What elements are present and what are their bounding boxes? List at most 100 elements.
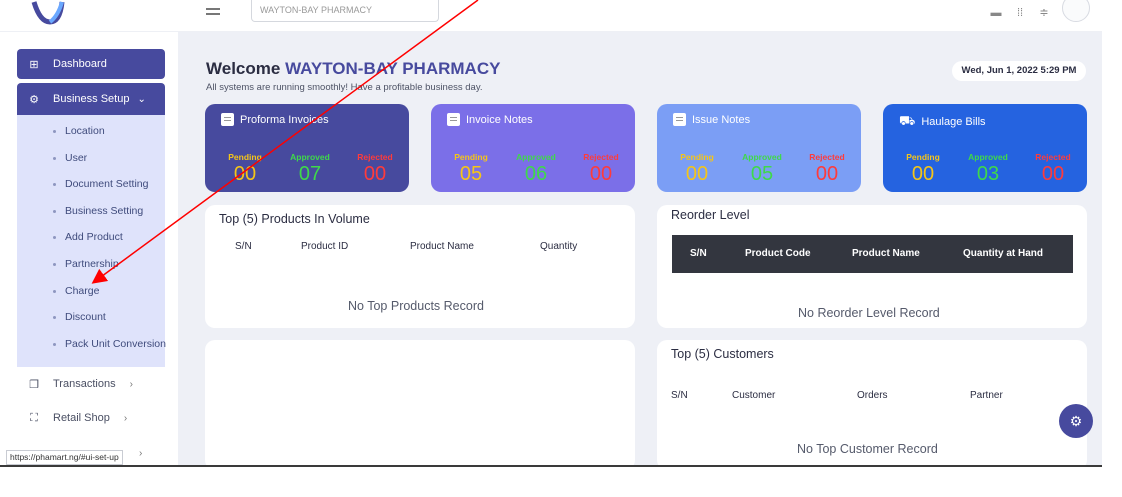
card-title-text: Proforma Invoices bbox=[240, 113, 329, 126]
page-title: Welcome WAYTON-BAY PHARMACY bbox=[206, 59, 500, 79]
empty-state: No Top Customer Record bbox=[797, 442, 938, 456]
stat-label: Pending bbox=[680, 152, 714, 162]
column-header: S/N bbox=[690, 248, 707, 259]
table-header: S/N Product Code Product Name Quantity a… bbox=[672, 235, 1073, 273]
stat-approved: Approved 06 bbox=[508, 152, 564, 186]
stat-value: 00 bbox=[911, 163, 935, 185]
stat-value: 05 bbox=[750, 163, 774, 185]
summary-card[interactable]: Invoice Notes Pending 05 Approved 06 Rejected… bbox=[431, 104, 635, 192]
stat-rejected: Rejected 00 bbox=[347, 152, 403, 186]
submenu-item-discount[interactable]: Discount bbox=[17, 307, 165, 327]
submenu-item-business-setting[interactable]: Business Setting bbox=[17, 201, 165, 221]
card-title-text: Invoice Notes bbox=[466, 113, 533, 126]
submenu-item-document-setting[interactable]: Document Setting bbox=[17, 174, 165, 194]
chevron-right-icon: › bbox=[139, 447, 143, 459]
fullscreen-icon[interactable]: ▬ bbox=[990, 7, 1002, 19]
stat-label: Rejected bbox=[809, 152, 845, 162]
column-header: Partner bbox=[970, 390, 1003, 401]
stat-label: Pending bbox=[454, 152, 488, 162]
expand-icon[interactable]: ⁞⁞ bbox=[1016, 7, 1024, 19]
reorder-level-panel: Reorder Level S/N Product Code Product N… bbox=[657, 205, 1087, 328]
top-icons: ▬ ⁞⁞ ≑ bbox=[990, 0, 1090, 22]
settings-fab[interactable]: ⚙ bbox=[1059, 404, 1093, 438]
stat-value: 00 bbox=[233, 163, 257, 185]
stat-value: 07 bbox=[298, 163, 322, 185]
summary-card[interactable]: Proforma Invoices Pending 00 Approved 07 Reje… bbox=[205, 104, 409, 192]
stat-pending: Pending 05 bbox=[443, 152, 499, 186]
stat-value: 03 bbox=[976, 163, 1000, 185]
sidebar-item-dashboard[interactable]: ⊞ Dashboard bbox=[17, 49, 165, 79]
stat-label: Pending bbox=[228, 152, 262, 162]
card-title: ⛟ Haulage Bills bbox=[899, 113, 986, 131]
stat-approved: Approved 07 bbox=[282, 152, 338, 186]
gear-icon: ⚙ bbox=[29, 93, 39, 106]
truck-icon: ⛟ bbox=[899, 113, 916, 128]
blank-panel bbox=[205, 340, 635, 470]
stat-value: 05 bbox=[459, 163, 483, 185]
stat-label: Pending bbox=[906, 152, 940, 162]
card-title-text: Haulage Bills bbox=[921, 116, 986, 128]
sidebar-item-label: Business Setup bbox=[53, 93, 130, 105]
document-icon bbox=[221, 113, 234, 126]
document-icon bbox=[673, 113, 686, 126]
sidebar-item-business-setup[interactable]: ⚙ Business Setup ⌄ bbox=[17, 83, 165, 115]
main-content: Welcome WAYTON-BAY PHARMACY All systems … bbox=[178, 32, 1102, 470]
sidebar-item-hidden[interactable]: › bbox=[17, 442, 165, 464]
stat-value: 00 bbox=[815, 163, 839, 185]
card-title: Proforma Invoices bbox=[221, 113, 329, 126]
card-title: Invoice Notes bbox=[447, 113, 533, 126]
welcome-text: Welcome bbox=[206, 59, 281, 78]
grid-icon: ⊞ bbox=[29, 58, 39, 71]
avatar[interactable] bbox=[1062, 0, 1090, 22]
card-title-text: Issue Notes bbox=[692, 113, 751, 126]
card-title: Issue Notes bbox=[673, 113, 750, 126]
stat-label: Rejected bbox=[1035, 152, 1071, 162]
column-header: Quantity bbox=[540, 241, 578, 252]
submenu-item-location[interactable]: Location bbox=[17, 121, 165, 141]
submenu-item-add-product[interactable]: Add Product bbox=[17, 227, 165, 247]
stat-label: Approved bbox=[742, 152, 782, 162]
stat-label: Approved bbox=[516, 152, 556, 162]
summary-card[interactable]: Issue Notes Pending 00 Approved 05 Rejected 00 bbox=[657, 104, 861, 192]
column-header: Product Code bbox=[745, 248, 811, 259]
empty-state: No Reorder Level Record bbox=[798, 306, 940, 320]
submenu-item-partnership[interactable]: Partnership bbox=[17, 254, 165, 274]
stat-pending: Pending 00 bbox=[895, 152, 951, 186]
stat-rejected: Rejected 00 bbox=[573, 152, 629, 186]
submenu-item-pack-unit-conversion[interactable]: Pack Unit Conversion bbox=[17, 334, 166, 354]
top-products-panel: Top (5) Products In Volume S/N Product I… bbox=[205, 205, 635, 328]
stat-rejected: Rejected 00 bbox=[799, 152, 855, 186]
logo-icon[interactable] bbox=[30, 0, 66, 26]
gear-icon: ⚙ bbox=[1069, 413, 1083, 429]
business-setup-submenu: Location User Document Setting Business … bbox=[17, 115, 166, 367]
notification-icon[interactable]: ≑ bbox=[1039, 7, 1049, 19]
column-header: Customer bbox=[732, 390, 776, 401]
column-header: S/N bbox=[671, 390, 688, 401]
panel-title: Top (5) Customers bbox=[671, 347, 774, 361]
submenu-item-user[interactable]: User bbox=[17, 148, 165, 168]
top-bar: WAYTON-BAY PHARMACY ▬ ⁞⁞ ≑ bbox=[0, 0, 1102, 32]
stat-value: 00 bbox=[363, 163, 387, 185]
column-header: Orders bbox=[857, 390, 888, 401]
submenu-item-charge[interactable]: Charge bbox=[17, 281, 165, 301]
chevron-down-icon: ⌄ bbox=[137, 93, 146, 105]
pharmacy-name: WAYTON-BAY PHARMACY bbox=[285, 59, 501, 78]
stat-value: 00 bbox=[589, 163, 613, 185]
stat-pending: Pending 00 bbox=[669, 152, 725, 186]
sidebar-item-label: Dashboard bbox=[53, 58, 107, 70]
stat-label: Approved bbox=[290, 152, 330, 162]
shop-icon: ⛶ bbox=[30, 411, 38, 424]
stat-value: 00 bbox=[1041, 163, 1065, 185]
hamburger-icon[interactable] bbox=[206, 8, 220, 18]
sidebar: ⊞ Dashboard ⚙ Business Setup ⌄ Location … bbox=[0, 32, 178, 465]
chevron-right-icon: › bbox=[123, 412, 128, 424]
column-header: Quantity at Hand bbox=[963, 248, 1044, 259]
pharmacy-select[interactable]: WAYTON-BAY PHARMACY bbox=[251, 0, 439, 22]
stat-label: Approved bbox=[968, 152, 1008, 162]
sidebar-item-retail-shop[interactable]: ⛶ Retail Shop › bbox=[17, 407, 165, 429]
chevron-right-icon: › bbox=[129, 378, 133, 390]
sidebar-item-transactions[interactable]: ❐ Transactions › bbox=[17, 373, 165, 395]
page-subtitle: All systems are running smoothly! Have a… bbox=[206, 82, 483, 93]
summary-card[interactable]: ⛟ Haulage Bills Pending 00 Approved 03 Rejecte… bbox=[883, 104, 1087, 192]
